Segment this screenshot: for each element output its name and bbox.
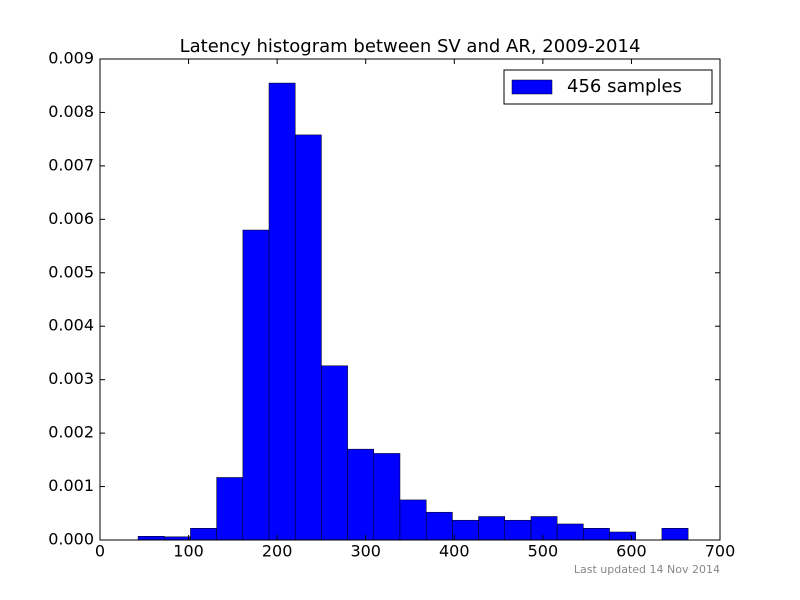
- y-tick-label: 0.009: [48, 49, 94, 68]
- bar: [661, 527, 689, 541]
- bar: [399, 499, 427, 541]
- y-tick-label: 0.003: [48, 369, 94, 388]
- y-tick-label: 0.002: [48, 423, 94, 442]
- y-tick-label: 0.000: [48, 530, 94, 549]
- x-tick-label: 500: [528, 542, 559, 561]
- bar: [268, 82, 296, 541]
- y-tick-label: 0.008: [48, 102, 94, 121]
- bar: [216, 477, 244, 541]
- bar: [478, 516, 506, 541]
- plot-frame: [99, 58, 721, 541]
- x-tick-label: 600: [616, 542, 647, 561]
- bar: [190, 527, 217, 541]
- chart-title: Latency histogram between SV and AR, 200…: [180, 36, 641, 57]
- bar: [452, 519, 479, 541]
- legend-box: [503, 69, 713, 105]
- bar: [556, 523, 584, 541]
- legend-swatch: [511, 79, 553, 95]
- x-tick-label: 0: [95, 542, 105, 561]
- bar: [583, 527, 610, 541]
- bar: [294, 134, 322, 541]
- footnote: Last updated 14 Nov 2014: [574, 563, 720, 576]
- x-tick-label: 200: [262, 542, 293, 561]
- y-tick-label: 0.007: [48, 155, 94, 174]
- x-tick-label: 300: [350, 542, 381, 561]
- bar: [504, 519, 532, 541]
- x-tick-label: 400: [439, 542, 470, 561]
- bar: [347, 448, 375, 541]
- bar: [321, 365, 348, 541]
- y-tick-label: 0.006: [48, 209, 94, 228]
- y-tick-label: 0.005: [48, 262, 94, 281]
- y-tick-label: 0.004: [48, 316, 94, 335]
- x-tick-label: 700: [705, 542, 736, 561]
- y-tick-label: 0.001: [48, 476, 94, 495]
- bar: [137, 536, 165, 541]
- x-tick-label: 100: [173, 542, 204, 561]
- bar: [425, 511, 453, 541]
- bar: [530, 516, 558, 541]
- bar: [373, 453, 401, 541]
- legend-label: 456 samples: [567, 76, 682, 97]
- bar: [242, 229, 270, 541]
